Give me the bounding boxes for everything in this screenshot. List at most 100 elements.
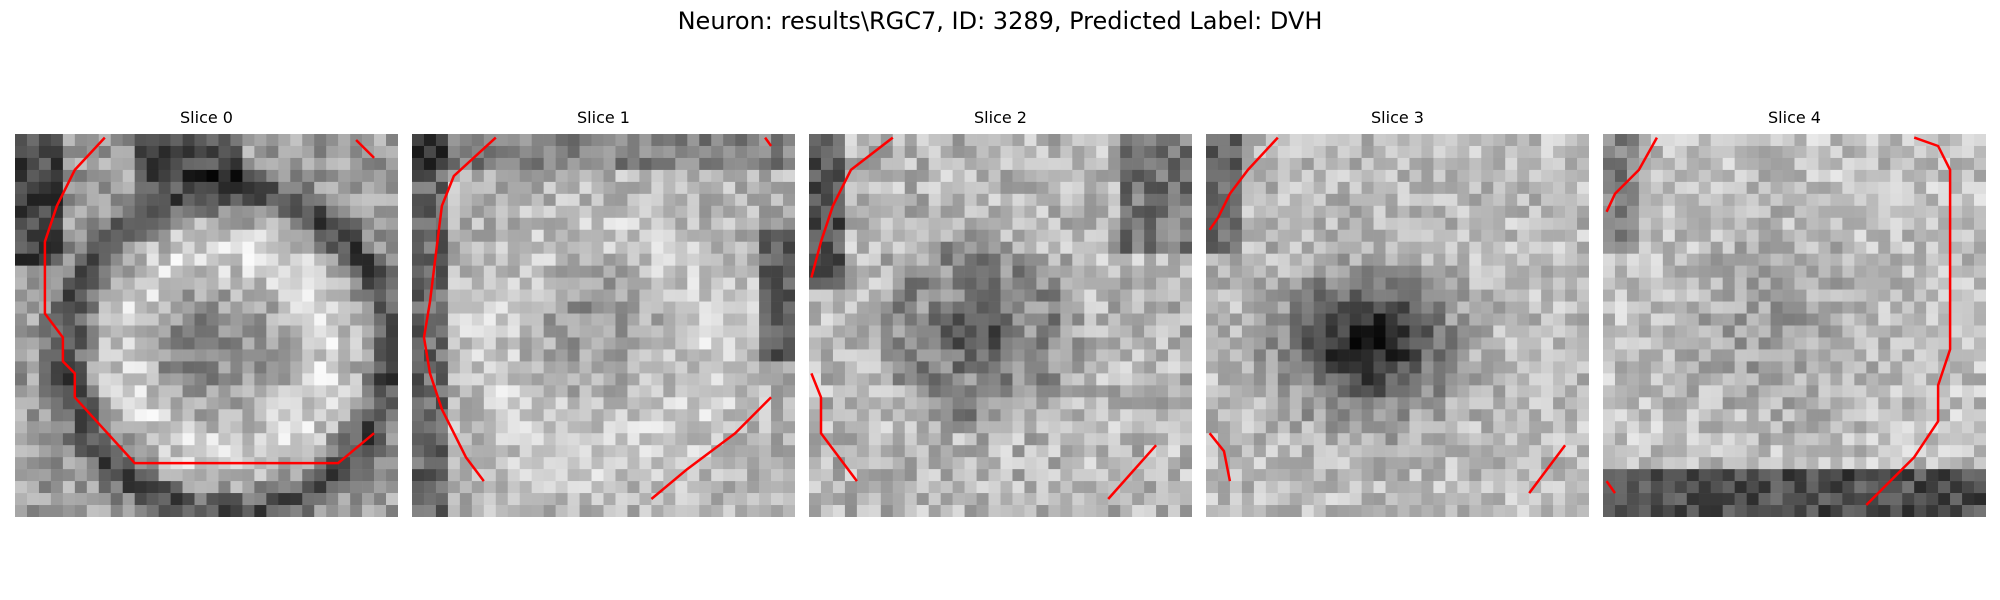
pixel-cell <box>892 481 906 494</box>
pixel-cell <box>1277 421 1291 434</box>
pixel-cell <box>1698 385 1712 398</box>
pixel-cell <box>1168 361 1181 374</box>
pixel-cell <box>1241 385 1255 398</box>
pixel-cell <box>374 313 387 326</box>
pixel-cell <box>170 409 183 422</box>
pixel-cell <box>1866 181 1879 195</box>
pixel-cell <box>1962 157 1975 171</box>
pixel-cell <box>916 409 929 422</box>
pixel-cell <box>591 157 604 171</box>
pixel-cell <box>194 325 207 338</box>
pixel-cell <box>1553 337 1566 350</box>
pixel-cell <box>1108 229 1121 243</box>
pixel-cell <box>1012 373 1025 386</box>
pixel-cell <box>302 385 315 398</box>
pixel-cell <box>1060 289 1073 302</box>
pixel-cell <box>98 325 112 338</box>
pixel-cell <box>723 325 736 338</box>
pixel-cell <box>1674 241 1688 254</box>
pixel-cell <box>266 193 279 207</box>
pixel-cell <box>1048 277 1061 290</box>
pixel-cell <box>928 385 941 398</box>
pixel-cell <box>459 469 473 482</box>
pixel-cell <box>988 469 1001 482</box>
pixel-cell <box>1349 421 1362 434</box>
pixel-cell <box>1469 397 1482 410</box>
pixel-cell <box>759 385 772 398</box>
pixel-cell <box>326 481 339 494</box>
pixel-cell <box>435 181 449 195</box>
pixel-cell <box>916 145 929 159</box>
pixel-cell <box>1517 325 1530 338</box>
pixel-cell <box>1265 157 1279 171</box>
pixel-cell <box>74 181 88 195</box>
pixel-cell <box>1830 289 1843 302</box>
pixel-cell <box>1529 217 1542 231</box>
pixel-cell <box>1469 361 1482 374</box>
pixel-cell <box>1457 445 1470 458</box>
pixel-cell <box>1553 505 1566 517</box>
pixel-cell <box>1962 253 1975 266</box>
pixel-cell <box>928 193 941 207</box>
pixel-cell <box>964 253 977 266</box>
pixel-cell <box>687 289 700 302</box>
pixel-cell <box>278 145 291 159</box>
pixel-cell <box>1529 457 1542 470</box>
pixel-cell <box>844 313 858 326</box>
pixel-cell <box>627 253 640 266</box>
pixel-cell <box>1229 277 1243 290</box>
pixel-cell <box>579 445 592 458</box>
pixel-cell <box>1000 277 1013 290</box>
pixel-cell <box>1541 157 1554 171</box>
pixel-cell <box>254 241 267 254</box>
pixel-cell <box>1722 337 1735 350</box>
pixel-cell <box>1854 337 1867 350</box>
pixel-cell <box>1229 349 1243 362</box>
pixel-cell <box>1108 337 1121 350</box>
pixel-cell <box>338 421 351 434</box>
pixel-cell <box>783 241 795 254</box>
pixel-cell <box>663 373 676 386</box>
pixel-cell <box>916 433 929 446</box>
pixel-cell <box>1277 325 1291 338</box>
pixel-cell <box>820 409 834 422</box>
pixel-cell <box>1818 397 1831 410</box>
pixel-cell <box>290 277 303 290</box>
pixel-cell <box>627 433 640 446</box>
pixel-cell <box>832 469 846 482</box>
pixel-cell <box>98 217 112 231</box>
pixel-cell <box>675 409 688 422</box>
pixel-cell <box>1180 169 1192 183</box>
pixel-cell <box>820 253 834 266</box>
pixel-cell <box>302 134 315 147</box>
pixel-cell <box>723 313 736 326</box>
pixel-cell <box>122 361 135 374</box>
pixel-cell <box>783 433 795 446</box>
pixel-cell <box>1024 433 1037 446</box>
pixel-cell <box>1938 445 1951 458</box>
pixel-cell <box>591 169 604 183</box>
pixel-cell <box>1144 385 1157 398</box>
pixel-cell <box>1830 349 1843 362</box>
pixel-cell <box>591 349 604 362</box>
pixel-cell <box>495 493 509 506</box>
pixel-cell <box>567 181 580 195</box>
pixel-cell <box>783 505 795 517</box>
pixel-cell <box>1674 397 1688 410</box>
pixel-cell <box>1060 277 1073 290</box>
pixel-cell <box>1409 265 1422 278</box>
pixel-cell <box>1974 385 1986 398</box>
pixel-cell <box>711 409 724 422</box>
pixel-cell <box>735 229 748 243</box>
pixel-cell <box>1818 409 1831 422</box>
pixel-cell <box>1794 229 1807 243</box>
pixel-cell <box>663 265 676 278</box>
pixel-cell <box>940 169 953 183</box>
pixel-cell <box>1541 301 1554 314</box>
pixel-cell <box>1180 361 1192 374</box>
pixel-cell <box>459 325 473 338</box>
pixel-cell <box>1674 373 1688 386</box>
pixel-cell <box>146 134 159 147</box>
pixel-cell <box>1469 457 1482 470</box>
pixel-cell <box>386 433 398 446</box>
